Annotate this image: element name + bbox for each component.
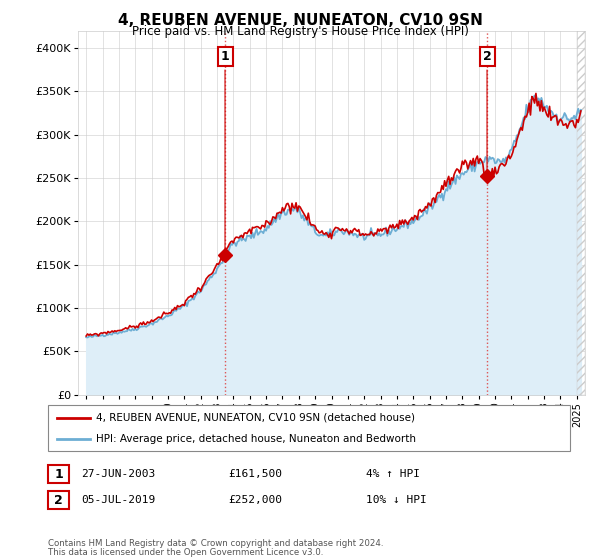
Text: HPI: Average price, detached house, Nuneaton and Bedworth: HPI: Average price, detached house, Nune… — [96, 435, 416, 444]
Text: 4% ↑ HPI: 4% ↑ HPI — [366, 469, 420, 479]
Text: 05-JUL-2019: 05-JUL-2019 — [81, 495, 155, 505]
Text: This data is licensed under the Open Government Licence v3.0.: This data is licensed under the Open Gov… — [48, 548, 323, 557]
Text: £252,000: £252,000 — [228, 495, 282, 505]
Text: 1: 1 — [221, 50, 229, 252]
Text: 2: 2 — [54, 493, 63, 507]
Text: Contains HM Land Registry data © Crown copyright and database right 2024.: Contains HM Land Registry data © Crown c… — [48, 539, 383, 548]
Text: 10% ↓ HPI: 10% ↓ HPI — [366, 495, 427, 505]
Text: 1: 1 — [54, 468, 63, 481]
Text: 27-JUN-2003: 27-JUN-2003 — [81, 469, 155, 479]
Text: 4, REUBEN AVENUE, NUNEATON, CV10 9SN: 4, REUBEN AVENUE, NUNEATON, CV10 9SN — [118, 13, 482, 28]
Text: Price paid vs. HM Land Registry's House Price Index (HPI): Price paid vs. HM Land Registry's House … — [131, 25, 469, 38]
Text: £161,500: £161,500 — [228, 469, 282, 479]
Text: 2: 2 — [482, 50, 491, 174]
Text: 4, REUBEN AVENUE, NUNEATON, CV10 9SN (detached house): 4, REUBEN AVENUE, NUNEATON, CV10 9SN (de… — [96, 413, 415, 423]
